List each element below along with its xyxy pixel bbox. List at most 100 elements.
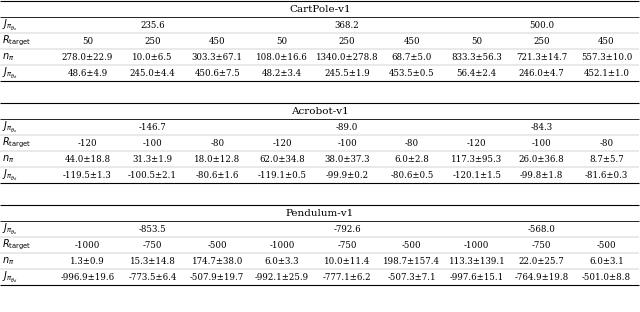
Text: -507.3±7.1: -507.3±7.1 bbox=[388, 272, 436, 281]
Text: -500: -500 bbox=[596, 241, 616, 250]
Text: -81.6±0.3: -81.6±0.3 bbox=[585, 170, 628, 179]
Text: -777.1±6.2: -777.1±6.2 bbox=[323, 272, 371, 281]
Text: 62.0±34.8: 62.0±34.8 bbox=[259, 154, 305, 163]
Text: 50: 50 bbox=[276, 37, 287, 46]
Text: -100: -100 bbox=[337, 139, 357, 148]
Text: -792.6: -792.6 bbox=[333, 225, 361, 233]
Text: -99.8±1.8: -99.8±1.8 bbox=[520, 170, 563, 179]
Text: -120: -120 bbox=[77, 139, 97, 148]
Text: Acrobot-v1: Acrobot-v1 bbox=[291, 106, 349, 115]
Text: 26.0±36.8: 26.0±36.8 bbox=[519, 154, 564, 163]
Text: -853.5: -853.5 bbox=[138, 225, 166, 233]
Text: 68.7±5.0: 68.7±5.0 bbox=[392, 52, 432, 61]
Text: -773.5±6.4: -773.5±6.4 bbox=[128, 272, 177, 281]
Text: Pendulum-v1: Pendulum-v1 bbox=[286, 208, 354, 217]
Text: 6.0±2.8: 6.0±2.8 bbox=[394, 154, 429, 163]
Text: -120: -120 bbox=[467, 139, 486, 148]
Text: $J_{\pi_{\theta_d}}$: $J_{\pi_{\theta_d}}$ bbox=[2, 269, 18, 285]
Text: 557.3±10.0: 557.3±10.0 bbox=[581, 52, 632, 61]
Text: 450: 450 bbox=[209, 37, 225, 46]
Text: -119.5±1.3: -119.5±1.3 bbox=[63, 170, 112, 179]
Text: -750: -750 bbox=[532, 241, 552, 250]
Text: 453.5±0.5: 453.5±0.5 bbox=[389, 69, 435, 77]
Text: -1000: -1000 bbox=[464, 241, 490, 250]
Text: -89.0: -89.0 bbox=[336, 123, 358, 131]
Text: -80.6±1.6: -80.6±1.6 bbox=[196, 170, 239, 179]
Text: 450: 450 bbox=[598, 37, 615, 46]
Text: $n_\pi$: $n_\pi$ bbox=[2, 255, 14, 267]
Text: -500: -500 bbox=[207, 241, 227, 250]
Text: -750: -750 bbox=[337, 241, 356, 250]
Text: -120: -120 bbox=[272, 139, 292, 148]
Text: 368.2: 368.2 bbox=[335, 21, 360, 30]
Text: -750: -750 bbox=[143, 241, 162, 250]
Text: -568.0: -568.0 bbox=[528, 225, 556, 233]
Text: -1000: -1000 bbox=[269, 241, 295, 250]
Text: -997.6±15.1: -997.6±15.1 bbox=[450, 272, 504, 281]
Text: -80: -80 bbox=[405, 139, 419, 148]
Text: 235.6: 235.6 bbox=[140, 21, 164, 30]
Text: $n_\pi$: $n_\pi$ bbox=[2, 153, 14, 165]
Text: 278.0±22.9: 278.0±22.9 bbox=[61, 52, 113, 61]
Text: 18.0±12.8: 18.0±12.8 bbox=[194, 154, 241, 163]
Text: 174.7±38.0: 174.7±38.0 bbox=[191, 256, 243, 266]
Text: 303.3±67.1: 303.3±67.1 bbox=[192, 52, 243, 61]
Text: 48.2±3.4: 48.2±3.4 bbox=[262, 69, 302, 77]
Text: 1340.0±278.8: 1340.0±278.8 bbox=[316, 52, 378, 61]
Text: -100.5±2.1: -100.5±2.1 bbox=[128, 170, 177, 179]
Text: -80.6±0.5: -80.6±0.5 bbox=[390, 170, 433, 179]
Text: $J_{\pi_{\theta_o}}$: $J_{\pi_{\theta_o}}$ bbox=[2, 17, 17, 33]
Text: 113.3±139.1: 113.3±139.1 bbox=[449, 256, 505, 266]
Text: -146.7: -146.7 bbox=[138, 123, 166, 131]
Text: $R_{\mathrm{target}}$: $R_{\mathrm{target}}$ bbox=[2, 238, 31, 252]
Text: 50: 50 bbox=[471, 37, 483, 46]
Text: 10.0±11.4: 10.0±11.4 bbox=[324, 256, 370, 266]
Text: $n_\pi$: $n_\pi$ bbox=[2, 51, 14, 63]
Text: $R_{\mathrm{target}}$: $R_{\mathrm{target}}$ bbox=[2, 136, 31, 150]
Text: $J_{\pi_{\theta_d}}$: $J_{\pi_{\theta_d}}$ bbox=[2, 167, 18, 183]
Text: -119.1±0.5: -119.1±0.5 bbox=[258, 170, 307, 179]
Text: 250: 250 bbox=[144, 37, 161, 46]
Text: -80: -80 bbox=[600, 139, 614, 148]
Text: 250: 250 bbox=[339, 37, 355, 46]
Text: 500.0: 500.0 bbox=[529, 21, 554, 30]
Text: 31.3±1.9: 31.3±1.9 bbox=[132, 154, 172, 163]
Text: 56.4±2.4: 56.4±2.4 bbox=[457, 69, 497, 77]
Text: 15.3±14.8: 15.3±14.8 bbox=[129, 256, 175, 266]
Text: -500: -500 bbox=[402, 241, 422, 250]
Text: -100: -100 bbox=[532, 139, 552, 148]
Text: -99.9±0.2: -99.9±0.2 bbox=[325, 170, 369, 179]
Text: 8.7±5.7: 8.7±5.7 bbox=[589, 154, 624, 163]
Text: 6.0±3.3: 6.0±3.3 bbox=[265, 256, 300, 266]
Text: -100: -100 bbox=[143, 139, 162, 148]
Text: 6.0±3.1: 6.0±3.1 bbox=[589, 256, 624, 266]
Text: $J_{\pi_{\theta_o}}$: $J_{\pi_{\theta_o}}$ bbox=[2, 221, 17, 237]
Text: 833.3±56.3: 833.3±56.3 bbox=[451, 52, 502, 61]
Text: -507.9±19.7: -507.9±19.7 bbox=[190, 272, 244, 281]
Text: -764.9±19.8: -764.9±19.8 bbox=[515, 272, 569, 281]
Text: 198.7±157.4: 198.7±157.4 bbox=[383, 256, 440, 266]
Text: 22.0±25.7: 22.0±25.7 bbox=[519, 256, 564, 266]
Text: 250: 250 bbox=[533, 37, 550, 46]
Text: 721.3±14.7: 721.3±14.7 bbox=[516, 52, 567, 61]
Text: 38.0±37.3: 38.0±37.3 bbox=[324, 154, 370, 163]
Text: 117.3±95.3: 117.3±95.3 bbox=[451, 154, 502, 163]
Text: $R_{\mathrm{target}}$: $R_{\mathrm{target}}$ bbox=[2, 34, 31, 48]
Text: -992.1±25.9: -992.1±25.9 bbox=[255, 272, 309, 281]
Text: 108.0±16.6: 108.0±16.6 bbox=[256, 52, 308, 61]
Text: -80: -80 bbox=[210, 139, 224, 148]
Text: 452.1±1.0: 452.1±1.0 bbox=[584, 69, 630, 77]
Text: CartPole-v1: CartPole-v1 bbox=[289, 4, 351, 13]
Text: 450.6±7.5: 450.6±7.5 bbox=[195, 69, 240, 77]
Text: $J_{\pi_{\theta_d}}$: $J_{\pi_{\theta_d}}$ bbox=[2, 65, 18, 81]
Text: -501.0±8.8: -501.0±8.8 bbox=[582, 272, 631, 281]
Text: $J_{\pi_{\theta_o}}$: $J_{\pi_{\theta_o}}$ bbox=[2, 119, 17, 135]
Text: -120.1±1.5: -120.1±1.5 bbox=[452, 170, 501, 179]
Text: 450: 450 bbox=[404, 37, 420, 46]
Text: 245.5±1.9: 245.5±1.9 bbox=[324, 69, 370, 77]
Text: 10.0±6.5: 10.0±6.5 bbox=[132, 52, 173, 61]
Text: -84.3: -84.3 bbox=[531, 123, 553, 131]
Text: 1.3±0.9: 1.3±0.9 bbox=[70, 256, 105, 266]
Text: 50: 50 bbox=[82, 37, 93, 46]
Text: 245.0±4.4: 245.0±4.4 bbox=[129, 69, 175, 77]
